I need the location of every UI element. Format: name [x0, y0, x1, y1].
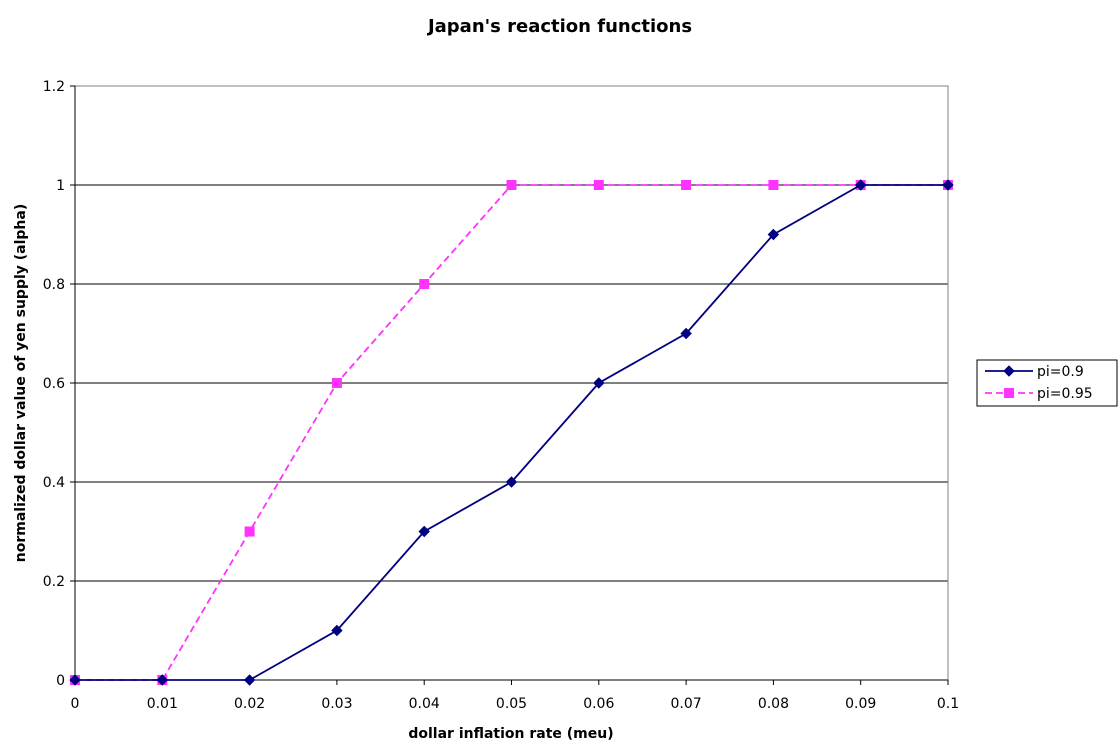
y-tick-label: 0	[56, 673, 65, 689]
data-point	[507, 181, 516, 190]
data-point	[420, 280, 429, 289]
legend-label: pi=0.9	[1037, 364, 1084, 380]
data-point	[594, 181, 603, 190]
x-tick-label: 0.06	[583, 696, 614, 712]
x-tick-label: 0.03	[321, 696, 352, 712]
x-tick-label: 0.08	[758, 696, 789, 712]
y-tick-label: 0.2	[43, 574, 65, 590]
x-tick-label: 0.1	[937, 696, 959, 712]
series-0	[70, 180, 953, 685]
gridlines	[75, 185, 948, 581]
legend: pi=0.9 pi=0.95	[977, 360, 1117, 406]
x-tick-label: 0	[71, 696, 80, 712]
x-axis-label: dollar inflation rate (meu)	[408, 726, 613, 742]
y-tick-label: 0.6	[43, 376, 65, 392]
y-tick-label: 0.4	[43, 475, 65, 491]
data-point	[769, 181, 778, 190]
x-tick-label: 0.02	[234, 696, 265, 712]
x-tick-label: 0.09	[845, 696, 876, 712]
data-point	[682, 181, 691, 190]
data-point	[332, 379, 341, 388]
y-tick-label: 1	[56, 178, 65, 194]
x-tick-label: 0.01	[147, 696, 178, 712]
chart-title: Japan's reaction functions	[426, 16, 692, 37]
x-tick-label: 0.04	[409, 696, 440, 712]
x-tick-label: 0.05	[496, 696, 527, 712]
x-tick-label: 0.07	[671, 696, 702, 712]
y-axis-label: normalized dollar value of yen supply (a…	[13, 204, 29, 563]
data-point	[245, 527, 254, 536]
series-layer	[70, 180, 953, 685]
legend-marker	[1005, 389, 1014, 398]
x-axis-ticks: 0 0.01 0.02 0.03 0.04 0.05 0.06 0.07 0.08 0.09 0.1	[71, 680, 960, 712]
y-tick-label: 1.2	[43, 79, 65, 95]
series-line	[75, 185, 948, 680]
series-1	[71, 181, 953, 685]
y-tick-label: 0.8	[43, 277, 65, 293]
y-axis-ticks: 0 0.2 0.4 0.6 0.8 1 1.2	[43, 79, 75, 689]
series-line	[75, 185, 948, 680]
data-point	[245, 675, 255, 685]
legend-label: pi=0.95	[1037, 386, 1093, 402]
